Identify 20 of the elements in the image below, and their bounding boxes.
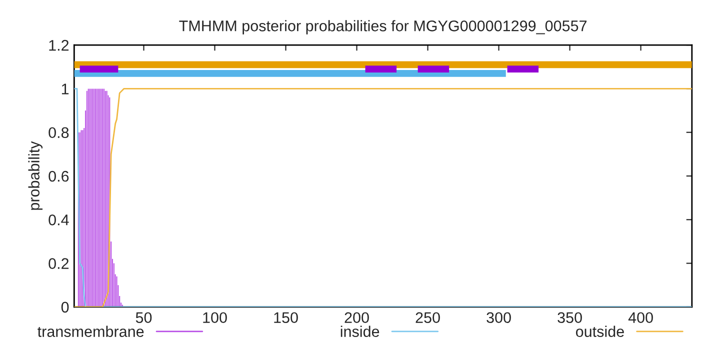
y-tick-label: 0.4 — [48, 214, 69, 226]
chart-title: TMHMM posterior probabilities for MGYG000001299_00557 — [179, 20, 587, 34]
x-tick-label: 200 — [344, 312, 369, 324]
y-axis-title: probability — [28, 141, 43, 210]
y-tick-label: 1 — [62, 84, 69, 94]
legend-label: inside — [340, 326, 380, 337]
y-tick-label: 0.8 — [48, 127, 69, 138]
x-tick-label: 50 — [136, 312, 152, 324]
x-tick-label: 350 — [558, 312, 582, 324]
x-tick-label: 300 — [486, 312, 511, 324]
legend-label: transmembrane — [38, 326, 144, 337]
y-tick-label: 0.6 — [48, 170, 69, 182]
y-tick-label: 0 — [61, 302, 69, 313]
y-tick-label: 1.2 — [49, 40, 69, 51]
x-tick-label: 400 — [628, 312, 653, 324]
x-tick-label: 100 — [203, 312, 227, 324]
x-tick-label: 150 — [274, 312, 298, 324]
legend-label: outside — [576, 326, 624, 337]
x-tick-label: 250 — [416, 312, 440, 324]
y-tick-label: 0.2 — [48, 258, 69, 269]
